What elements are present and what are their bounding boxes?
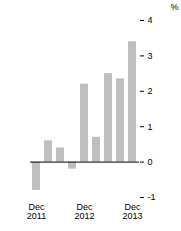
svg-text:%: % [170, 2, 178, 12]
svg-text:Dec2013: Dec2013 [122, 202, 142, 221]
svg-text:Dec2012: Dec2012 [74, 202, 94, 221]
svg-text:3: 3 [148, 51, 153, 61]
svg-text:0: 0 [148, 157, 153, 167]
svg-text:1: 1 [148, 122, 153, 132]
svg-text:4: 4 [148, 15, 153, 25]
svg-text:-1: -1 [148, 192, 156, 202]
svg-text:Dec2011: Dec2011 [27, 202, 46, 221]
svg-text:2: 2 [148, 86, 153, 96]
